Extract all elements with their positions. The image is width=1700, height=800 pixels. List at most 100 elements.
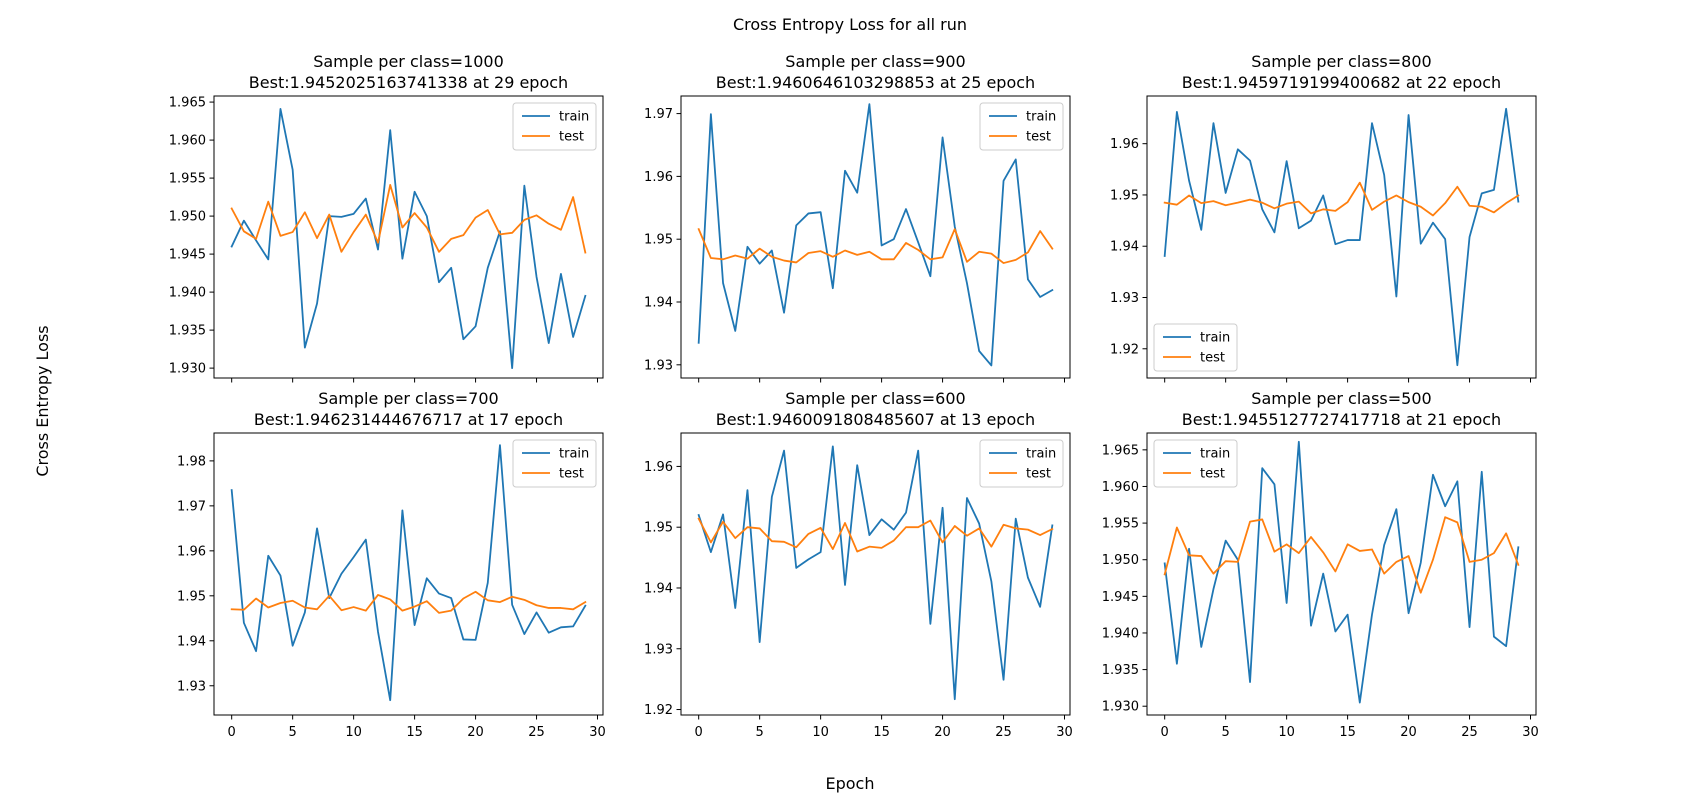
legend-label-train: train — [1026, 447, 1056, 462]
series-line-test — [1163, 181, 1520, 217]
subplot-title: Sample per class=500 — [1251, 389, 1431, 408]
ytick-label: 1.930 — [169, 362, 206, 377]
ytick-label: 1.94 — [644, 296, 673, 311]
legend-label-test: test — [559, 130, 584, 145]
xtick-label: 20 — [934, 725, 951, 740]
axes-frame — [680, 95, 1071, 379]
ytick-label: 1.96 — [644, 170, 673, 185]
ytick-label: 1.945 — [1102, 590, 1139, 605]
ytick-label: 1.945 — [169, 248, 206, 263]
axes-frame — [1146, 432, 1537, 716]
axes-frame — [680, 432, 1071, 716]
series-line-test — [1163, 516, 1520, 594]
series-group — [1163, 107, 1520, 367]
axes-frame — [213, 432, 604, 716]
xtick-label: 10 — [1278, 725, 1295, 740]
ytick-label: 1.97 — [644, 107, 673, 122]
series-line-train — [697, 445, 1054, 701]
figure-xlabel: Epoch — [826, 774, 875, 793]
ytick-label: 1.95 — [1110, 188, 1139, 203]
xtick-label: 20 — [1400, 725, 1417, 740]
ytick-label: 1.96 — [177, 544, 206, 559]
series-line-test — [230, 184, 587, 254]
legend: train test — [512, 102, 597, 151]
legend-label-test: test — [1200, 467, 1225, 482]
xtick-label: 10 — [812, 725, 829, 740]
series-line-test — [697, 227, 1054, 264]
ytick-label: 1.935 — [1102, 663, 1139, 678]
xtick-label: 30 — [1056, 725, 1073, 740]
series-line-train — [230, 108, 587, 370]
legend-label-test: test — [1026, 130, 1051, 145]
ytick-label: 1.92 — [644, 703, 673, 718]
legend: train test — [512, 439, 597, 488]
series-group — [230, 108, 587, 370]
subplot-4: Sample per class=700 Best:1.9462314446767… — [177, 389, 606, 740]
xtick-label: 20 — [467, 725, 484, 740]
subplot-1: Sample per class=1000 Best:1.945202516374… — [169, 52, 604, 383]
subplot-5: Sample per class=600 Best:1.9460091808485… — [644, 389, 1073, 740]
legend-label-test: test — [1026, 467, 1051, 482]
ytick-label: 1.92 — [1110, 342, 1139, 357]
legend-label-train: train — [1026, 110, 1056, 125]
ytick-label: 1.94 — [1110, 240, 1139, 255]
xtick-label: 30 — [1522, 725, 1539, 740]
ytick-label: 1.960 — [169, 134, 206, 149]
ytick-label: 1.955 — [1102, 517, 1139, 532]
subplot-6: Sample per class=500 Best:1.9455127727417… — [1102, 389, 1539, 740]
subplot-2: Sample per class=900 Best:1.9460646103298… — [644, 52, 1071, 383]
figure-suptitle: Cross Entropy Loss for all run — [733, 15, 967, 34]
ytick-label: 1.93 — [177, 679, 206, 694]
ytick-label: 1.95 — [644, 521, 673, 536]
series-line-test — [230, 590, 587, 614]
ytick-label: 1.93 — [644, 642, 673, 657]
ytick-label: 1.935 — [169, 324, 206, 339]
subplot-title: Sample per class=700 — [318, 389, 498, 408]
legend-box — [1153, 439, 1238, 488]
legend-box — [512, 102, 597, 151]
ytick-label: 1.965 — [1102, 443, 1139, 458]
legend: train test — [1153, 439, 1238, 488]
xtick-label: 15 — [873, 725, 890, 740]
figure-ylabel: Cross Entropy Loss — [33, 325, 52, 476]
xtick-label: 30 — [589, 725, 606, 740]
xtick-label: 0 — [1161, 725, 1169, 740]
xtick-label: 5 — [1222, 725, 1230, 740]
subplot-grid: Sample per class=1000 Best:1.945202516374… — [169, 52, 1539, 740]
xtick-label: 25 — [995, 725, 1012, 740]
axes-frame — [1146, 95, 1537, 379]
legend-label-test: test — [1200, 351, 1225, 366]
xtick-label: 25 — [528, 725, 545, 740]
ytick-label: 1.955 — [169, 172, 206, 187]
subplot-title: Sample per class=800 — [1251, 52, 1431, 71]
xtick-label: 25 — [1461, 725, 1478, 740]
subplot-best-label: Best:1.9455127727417718 at 21 epoch — [1182, 410, 1501, 429]
ytick-label: 1.96 — [1110, 137, 1139, 152]
ytick-label: 1.940 — [1102, 626, 1139, 641]
ytick-label: 1.96 — [644, 460, 673, 475]
subplot-title: Sample per class=900 — [785, 52, 965, 71]
subplot-best-label: Best:1.9460646103298853 at 25 epoch — [716, 73, 1035, 92]
legend-label-train: train — [559, 110, 589, 125]
xtick-label: 0 — [228, 725, 236, 740]
legend-box — [512, 439, 597, 488]
series-line-train — [1163, 440, 1520, 704]
xtick-label: 10 — [345, 725, 362, 740]
xtick-label: 15 — [1339, 725, 1356, 740]
ytick-label: 1.95 — [177, 589, 206, 604]
ytick-label: 1.940 — [169, 286, 206, 301]
series-group — [697, 103, 1054, 367]
ytick-label: 1.98 — [177, 454, 206, 469]
series-line-train — [230, 444, 587, 702]
legend-label-train: train — [1200, 331, 1230, 346]
ytick-label: 1.960 — [1102, 480, 1139, 495]
series-line-test — [697, 517, 1054, 553]
legend: train test — [979, 102, 1064, 151]
legend-label-train: train — [1200, 447, 1230, 462]
legend-box — [979, 439, 1064, 488]
series-group — [697, 445, 1054, 701]
xtick-label: 0 — [695, 725, 703, 740]
legend-box — [979, 102, 1064, 151]
